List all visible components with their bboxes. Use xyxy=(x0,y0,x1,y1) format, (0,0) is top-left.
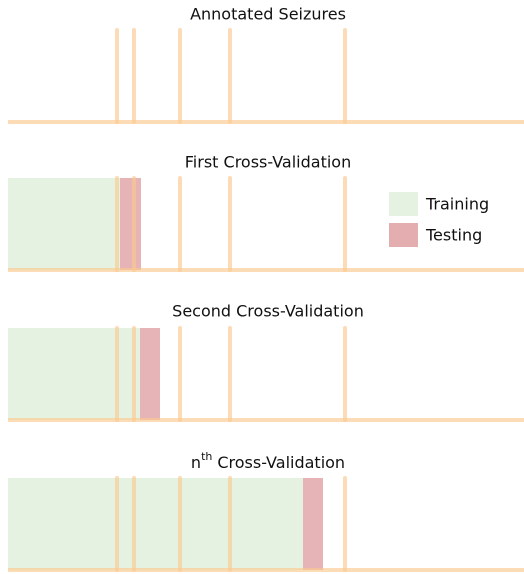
title-rest: Cross-Validation xyxy=(217,453,345,472)
shapes xyxy=(8,28,524,572)
panel-title: nth Cross-Validation xyxy=(191,450,345,472)
testing-region xyxy=(303,478,323,570)
title-sup: th xyxy=(201,450,212,463)
testing-region xyxy=(140,328,160,420)
title-base: n xyxy=(191,453,201,472)
training-region xyxy=(8,178,120,270)
training-region xyxy=(8,478,303,570)
panel-title: Annotated Seizures xyxy=(190,5,346,24)
panel-title: First Cross-Validation xyxy=(185,153,351,172)
legend-label: Training xyxy=(425,195,489,214)
legend-swatch-testing xyxy=(389,223,418,247)
panel-title: Second Cross-Validation xyxy=(172,302,364,321)
legend-swatch-training xyxy=(389,192,418,216)
legend-label: Testing xyxy=(425,226,482,245)
testing-region xyxy=(120,178,141,270)
training-region xyxy=(8,328,140,420)
